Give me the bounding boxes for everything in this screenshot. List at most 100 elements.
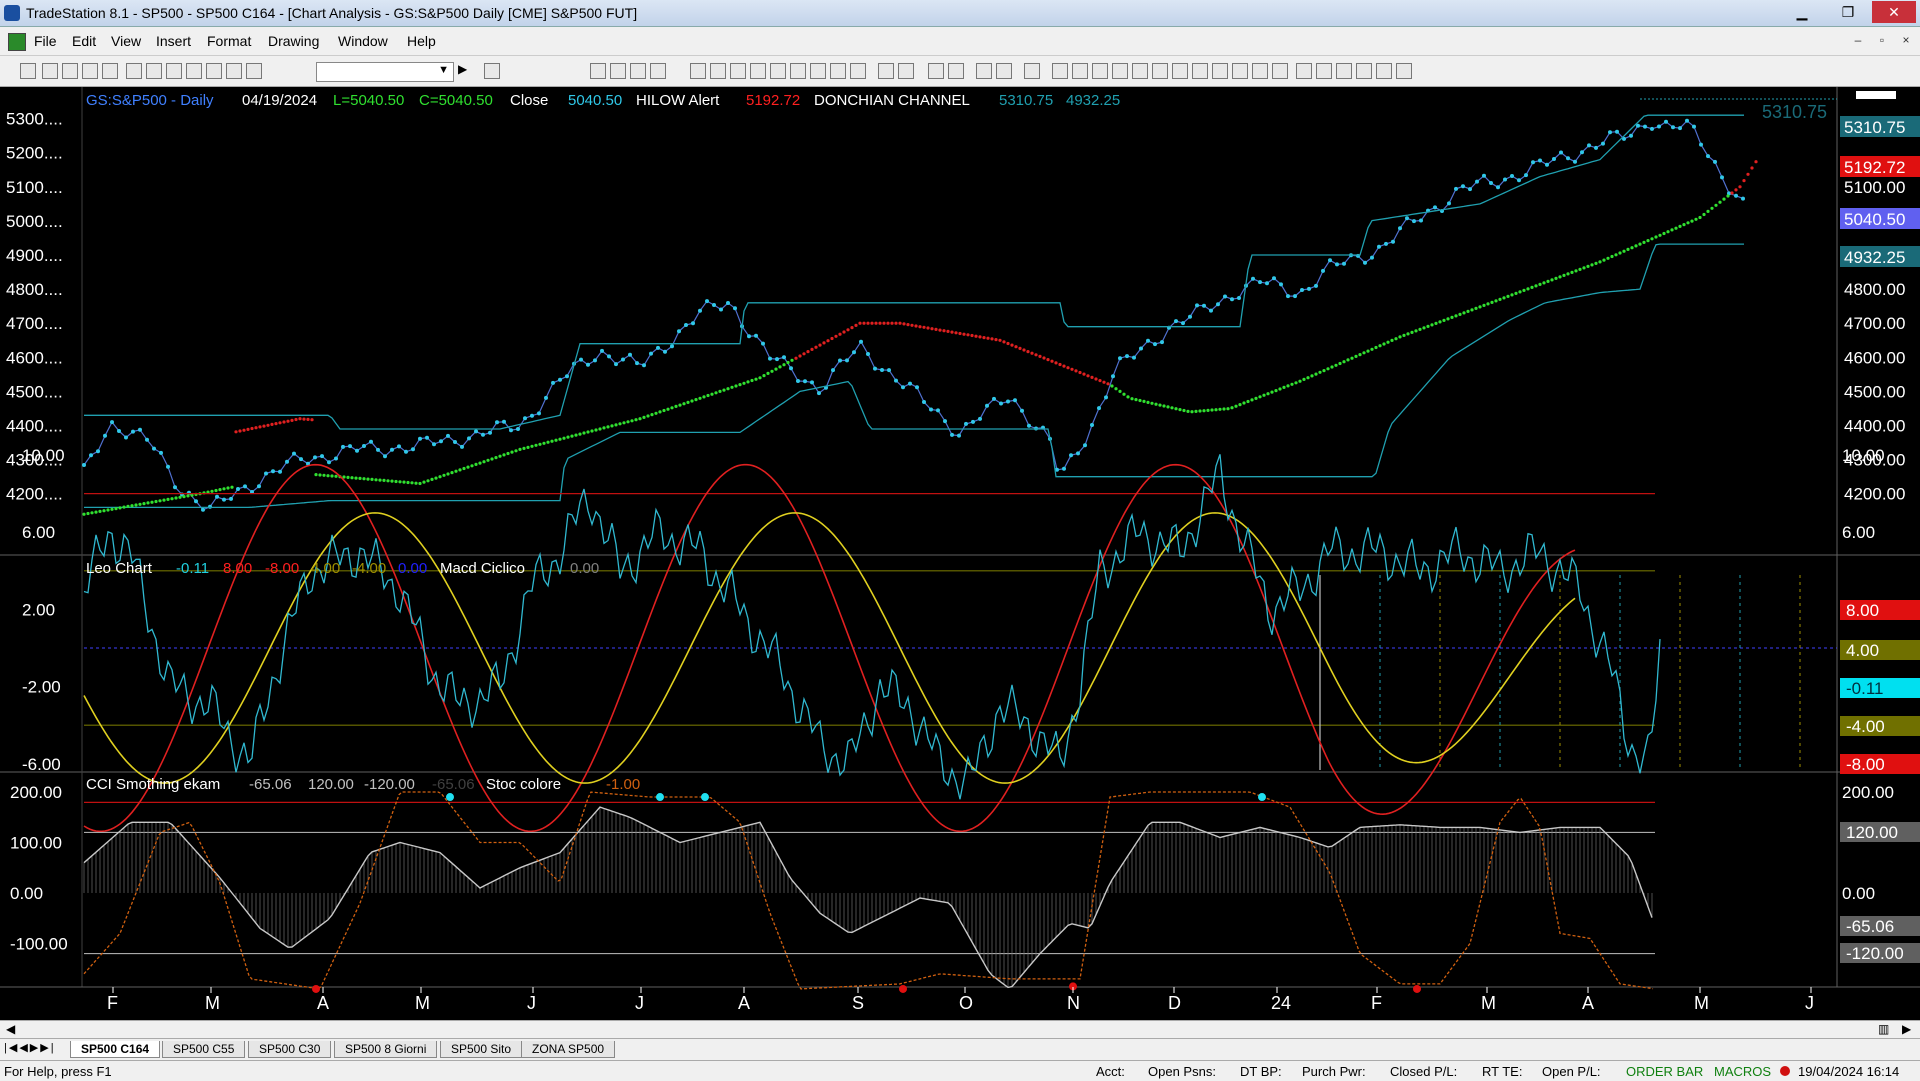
page-setup-icon[interactable]	[186, 63, 202, 79]
chart-analysis-window[interactable]: 5300.... 5200.... 5100.... 5000.... 4900....…	[0, 87, 1920, 1020]
radarscreen-icon[interactable]	[610, 63, 626, 79]
hilow-alert-dot	[1622, 249, 1626, 253]
horizontal-line-icon[interactable]	[1072, 63, 1088, 79]
lock-icon[interactable]	[206, 63, 222, 79]
menu-format[interactable]: Format	[207, 33, 252, 49]
market-data-icon[interactable]	[246, 63, 262, 79]
hilow-alert-dot	[838, 332, 842, 336]
price-bar-marker	[621, 357, 625, 362]
news-icon[interactable]	[690, 63, 706, 79]
scroll-left-icon[interactable]: ◀	[6, 1022, 16, 1036]
format-tools-icon[interactable]	[976, 63, 992, 79]
maximize-button[interactable]: ❐	[1841, 4, 1855, 20]
minimize-button[interactable]: ▁	[1796, 4, 1808, 20]
tab-sp500-8-giorni[interactable]: SP500 8 Giorni	[334, 1041, 438, 1058]
price-axis-label-left: 4400....	[6, 417, 63, 436]
order-bar-button[interactable]: ORDER BAR	[1626, 1064, 1704, 1079]
hilow-alert-dot	[758, 376, 762, 380]
channel-icon[interactable]	[1112, 63, 1128, 79]
alerts-icon[interactable]	[730, 63, 746, 79]
menu-edit[interactable]: Edit	[72, 33, 97, 49]
text-icon[interactable]	[1396, 63, 1412, 79]
arrow-down-icon[interactable]	[1316, 63, 1332, 79]
hilow-alert-dot	[162, 498, 166, 502]
trendline-icon[interactable]	[1052, 63, 1068, 79]
data-window-icon[interactable]	[948, 63, 964, 79]
scroll-thumb[interactable]: ▥	[1878, 1022, 1890, 1036]
print-icon[interactable]	[146, 63, 162, 79]
speed-lines-icon[interactable]	[1172, 63, 1188, 79]
close-workspace-icon[interactable]	[82, 63, 98, 79]
andrews-pitchfork-icon[interactable]	[1212, 63, 1228, 79]
scanner-icon[interactable]	[710, 63, 726, 79]
leo-chart-panel[interactable]: 10.006.002.00-2.00-6.0010.006.002.00-2.0…	[22, 446, 1920, 833]
scroll-right-icon[interactable]: ▶	[1902, 1022, 1912, 1036]
tab-sp500-c164[interactable]: SP500 C164	[70, 1041, 161, 1058]
mdi-close-button[interactable]: ×	[1902, 33, 1910, 47]
horizontal-scrollbar[interactable]: ◀ ▥ ▶	[0, 1020, 1920, 1039]
play-arrow-icon[interactable]: ▶	[458, 62, 468, 76]
open-workspace-icon[interactable]	[62, 63, 78, 79]
tab-sp500-c30[interactable]: SP500 C30	[248, 1041, 332, 1058]
menu-drawing[interactable]: Drawing	[268, 33, 320, 49]
ruler-icon[interactable]	[1272, 63, 1288, 79]
strategy-icon[interactable]	[770, 63, 786, 79]
indicator-icon[interactable]	[1024, 63, 1040, 79]
hilow-alert-dot	[166, 497, 170, 501]
arc-icon[interactable]	[1232, 63, 1248, 79]
chart-window-icon[interactable]	[8, 33, 26, 51]
save-workspace-icon[interactable]	[102, 63, 118, 79]
pointer-icon[interactable]	[928, 63, 944, 79]
menu-window[interactable]: Window	[338, 33, 388, 49]
vertical-line-icon[interactable]	[1092, 63, 1108, 79]
leo-axis-label-left: -6.00	[22, 755, 61, 774]
chart-canvas[interactable]: 5300.... 5200.... 5100.... 5000.... 4900....…	[0, 87, 1920, 1020]
time-axis[interactable]: F M A M J J A S O N D 24 F M A M J	[107, 987, 1814, 1013]
candlestick-icon[interactable]	[810, 63, 826, 79]
pen-icon[interactable]	[1296, 63, 1312, 79]
print-preview-icon[interactable]	[166, 63, 182, 79]
menu-view[interactable]: View	[111, 33, 142, 49]
cci-panel[interactable]: 200.00 100.00 0.00 -100.00 200.00 0.00 120.00 -…	[10, 783, 1920, 993]
ellipse-icon[interactable]	[1356, 63, 1372, 79]
tab-navigation-arrows[interactable]: |◀◀▶▶|	[4, 1042, 56, 1054]
time-axis-label: M	[205, 993, 220, 1013]
security-icon[interactable]	[226, 63, 242, 79]
symbol-combobox[interactable]: ▼	[316, 62, 454, 82]
hilow-alert-dot	[1490, 300, 1494, 304]
line-chart-icon[interactable]	[830, 63, 846, 79]
gann-fan-icon[interactable]	[1152, 63, 1168, 79]
order-entry-icon[interactable]	[750, 63, 766, 79]
option-station-icon[interactable]	[650, 63, 666, 79]
fibonacci-icon[interactable]	[1132, 63, 1148, 79]
mdi-restore-button[interactable]: ▫	[1879, 33, 1885, 47]
save-icon[interactable]	[126, 63, 142, 79]
hilow-alert-dot	[750, 378, 754, 383]
point-figure-icon[interactable]	[850, 63, 866, 79]
leo-level-badge-text: -8.00	[1846, 755, 1885, 774]
bar-chart-icon[interactable]	[790, 63, 806, 79]
arrow-up-icon[interactable]	[1336, 63, 1352, 79]
menu-help[interactable]: Help	[407, 33, 436, 49]
open-folder-icon[interactable]	[42, 63, 58, 79]
tab-sp500-c55[interactable]: SP500 C55	[162, 1041, 246, 1058]
find-icon[interactable]	[484, 63, 500, 79]
insert-analysis-icon[interactable]	[996, 63, 1012, 79]
mdi-minimize-button[interactable]: –	[1854, 33, 1862, 47]
hilow-alert-dot	[702, 395, 706, 399]
tab-sp500-sito[interactable]: SP500 Sito	[440, 1041, 523, 1058]
menu-insert[interactable]: Insert	[156, 33, 192, 49]
new-document-icon[interactable]	[20, 63, 36, 79]
spiral-icon[interactable]	[1252, 63, 1268, 79]
matrix-icon[interactable]	[630, 63, 646, 79]
menu-file[interactable]: File	[34, 33, 57, 49]
macros-button[interactable]: MACROS	[1714, 1064, 1772, 1079]
regression-icon[interactable]	[1192, 63, 1208, 79]
price-panel[interactable]: 5300.... 5200.... 5100.... 5000.... 4900....…	[6, 98, 1920, 516]
rectangle-icon[interactable]	[1376, 63, 1392, 79]
zoom-in-icon[interactable]	[878, 63, 894, 79]
zoom-out-icon[interactable]	[898, 63, 914, 79]
close-button[interactable]: ✕	[1872, 1, 1916, 23]
chart-analysis-icon[interactable]	[590, 63, 606, 79]
tab-zona-sp500[interactable]: ZONA SP500	[521, 1041, 616, 1058]
